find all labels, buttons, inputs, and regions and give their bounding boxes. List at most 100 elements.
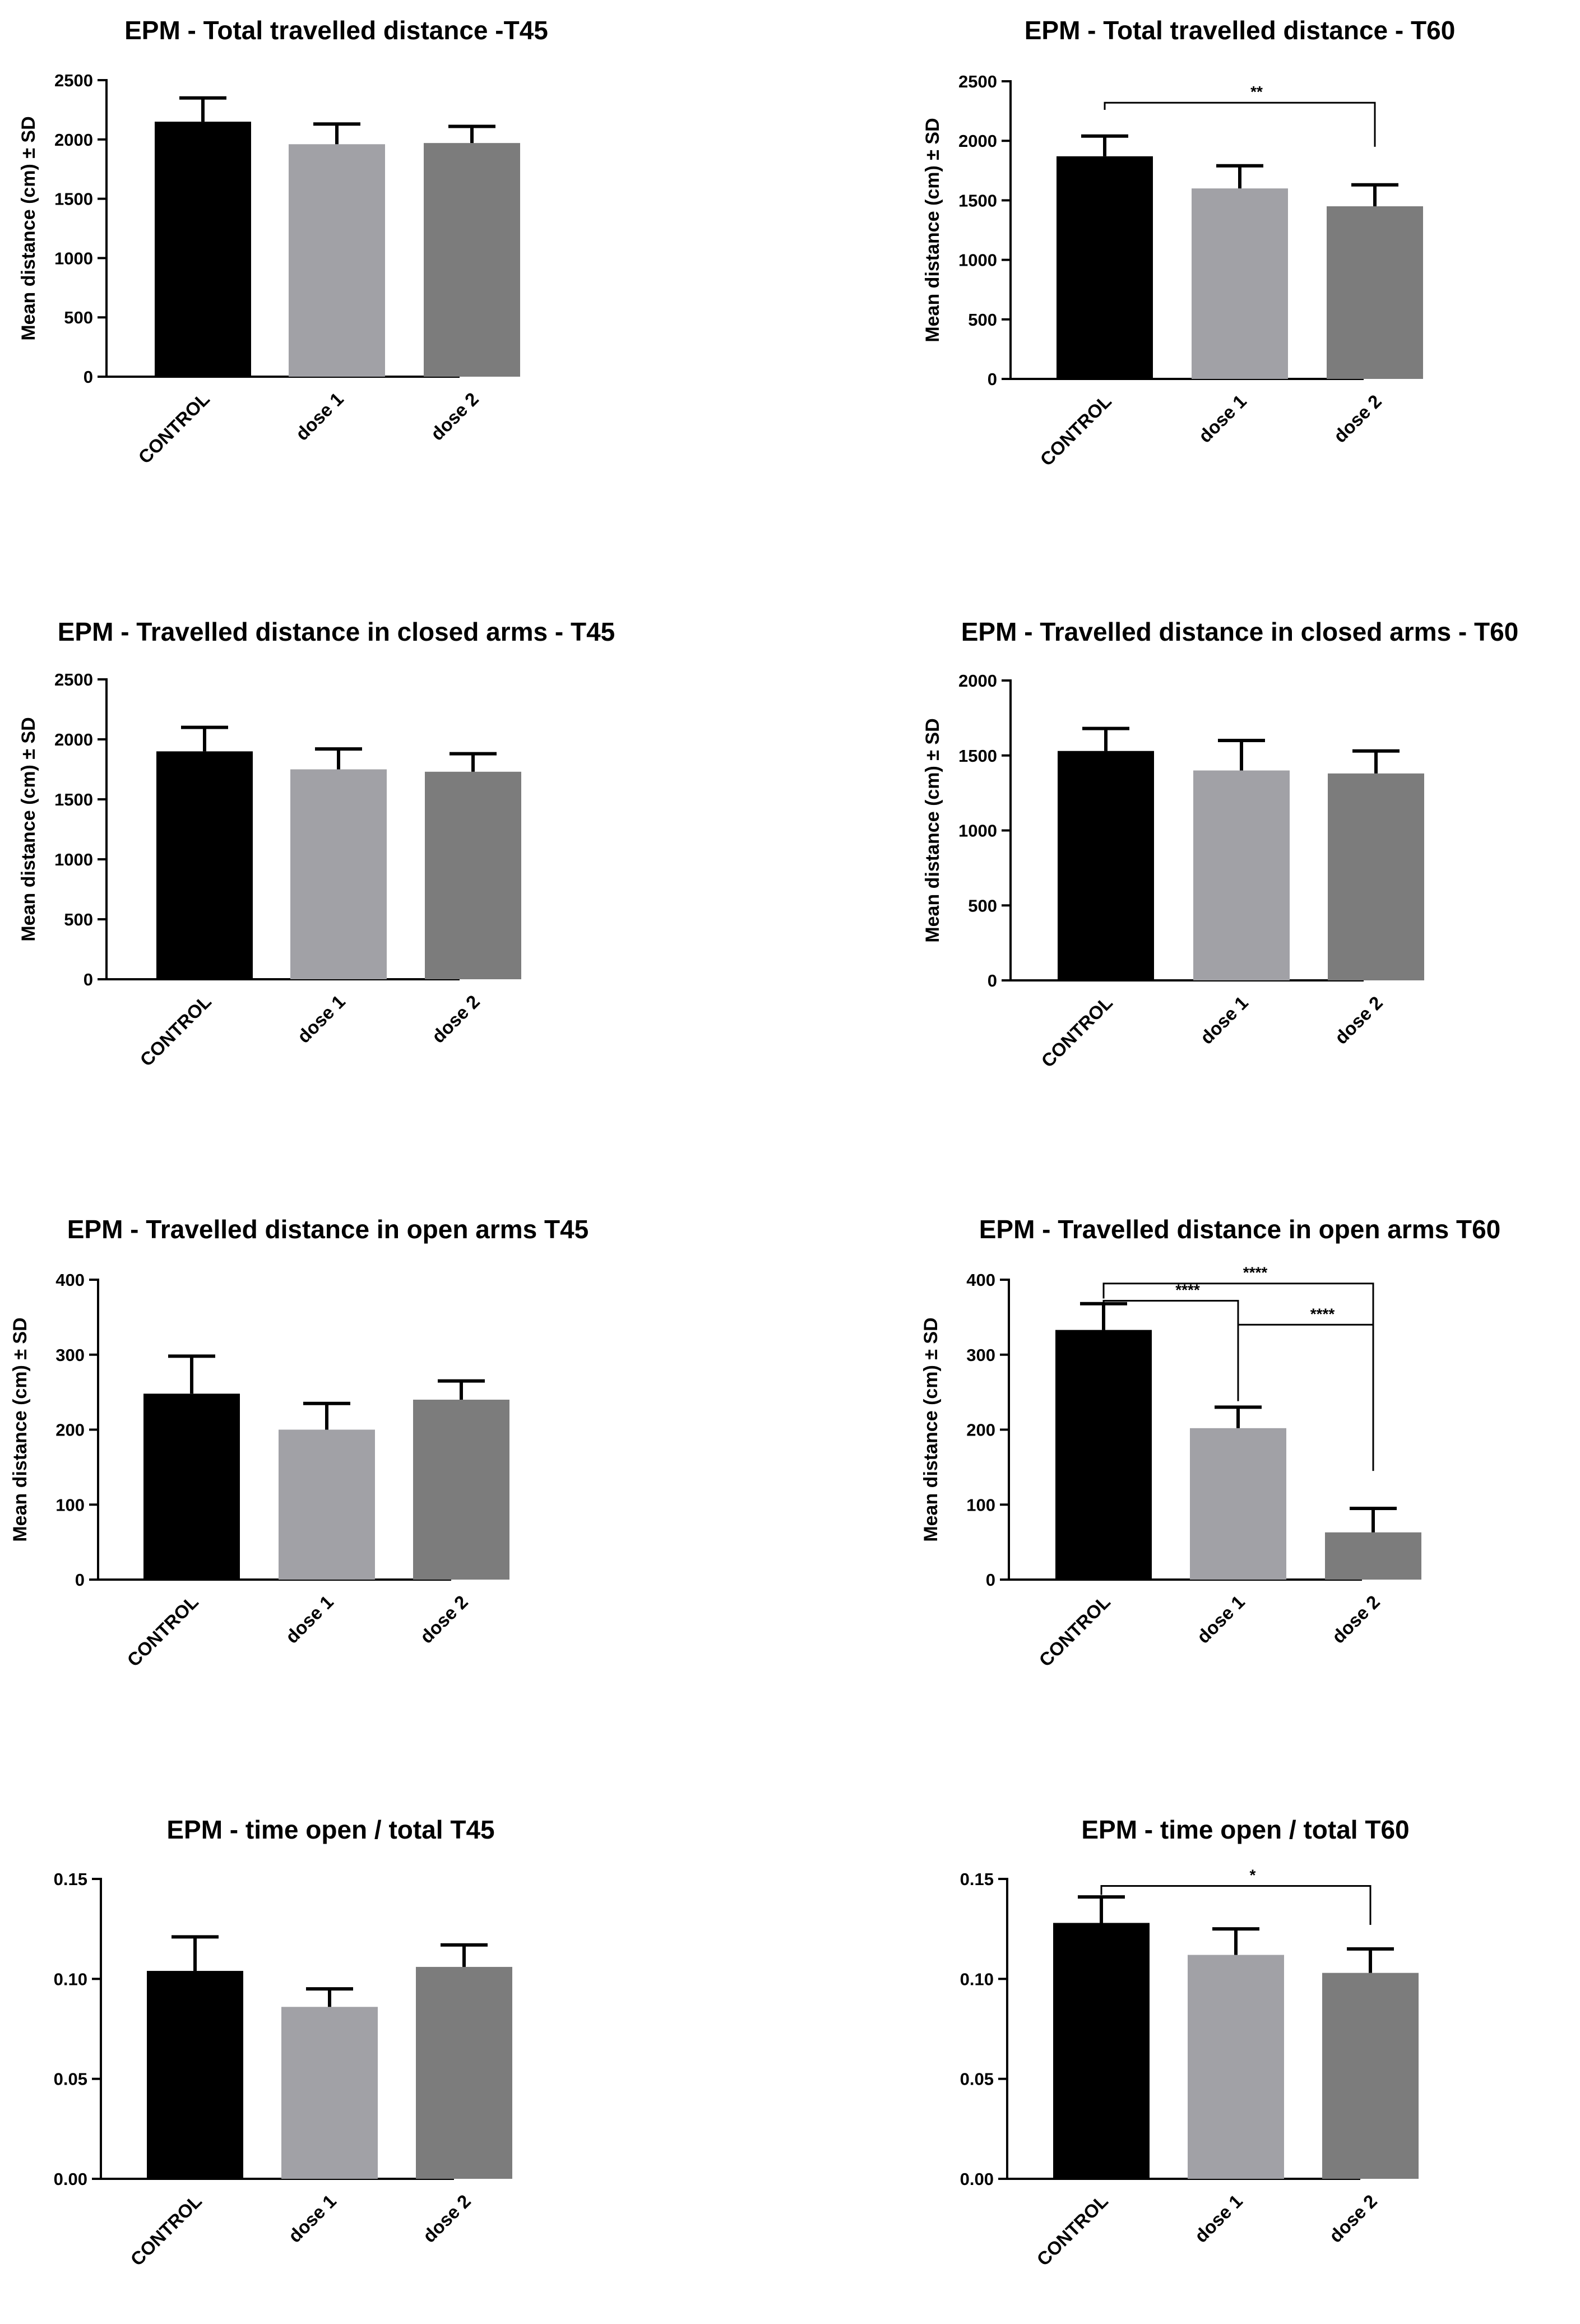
y-tick-label: 300 bbox=[966, 1345, 995, 1365]
error-bar-dose-1 bbox=[1216, 164, 1263, 189]
bracket-line bbox=[1100, 1885, 1372, 1925]
y-tick-label: 2000 bbox=[958, 131, 997, 151]
significance-label: **** bbox=[1243, 1264, 1268, 1281]
bar-dose-1 bbox=[1190, 1428, 1286, 1580]
x-tick-label-dose-2: dose 2 bbox=[1331, 992, 1387, 1048]
bar-dose-2 bbox=[416, 1966, 512, 2179]
x-tick-label-control: CONTROL bbox=[1037, 992, 1116, 1072]
chart-panel-4: EPM - Travelled distance in closed arms … bbox=[922, 617, 1518, 1071]
y-tick-label: 0.00 bbox=[960, 2169, 994, 2189]
y-tick-label: 500 bbox=[968, 310, 997, 330]
error-bar-dose-2 bbox=[450, 752, 497, 772]
bar-dose-1 bbox=[279, 1429, 375, 1580]
y-tick-label: 1000 bbox=[54, 248, 93, 268]
y-tick-label: 0.00 bbox=[54, 2169, 87, 2189]
significance-bracket: ** bbox=[1104, 83, 1376, 147]
bar-control bbox=[1057, 156, 1153, 379]
error-bar-dose-1 bbox=[1212, 1927, 1259, 1955]
error-bar-dose-2 bbox=[1351, 183, 1398, 207]
error-bar-dose-1 bbox=[1218, 739, 1265, 771]
x-tick-label-dose-2: dose 2 bbox=[1329, 391, 1386, 447]
chart-panel-3: EPM - Travelled distance in closed arms … bbox=[18, 617, 615, 1070]
bar-dose-2 bbox=[1328, 773, 1424, 980]
bracket-line bbox=[1237, 1323, 1374, 1396]
error-bar-dose-1 bbox=[313, 122, 360, 145]
bar-dose-2 bbox=[425, 771, 521, 979]
y-tick-label: 200 bbox=[966, 1420, 995, 1440]
y-tick-label: 0 bbox=[986, 1570, 995, 1590]
y-tick-label: 0.10 bbox=[54, 1969, 87, 1989]
y-axis-label: Mean distance (cm) ± SD bbox=[922, 718, 943, 942]
x-tick-label-dose-1: dose 1 bbox=[293, 991, 349, 1047]
bar-control bbox=[1058, 751, 1154, 980]
chart-panel-1: EPM - Total travelled distance -T45 Mean … bbox=[18, 16, 548, 467]
error-bar-control bbox=[168, 1354, 215, 1394]
chart-panel-8: EPM - time open / total T60 0.00 0.05 0.10 0… bbox=[960, 1815, 1419, 2270]
bar-dose-1 bbox=[1193, 770, 1290, 980]
significance-bracket: * bbox=[1100, 1866, 1372, 1925]
y-tick-label: 1000 bbox=[958, 251, 997, 270]
y-tick-label: 1500 bbox=[958, 191, 997, 210]
significance-bracket: **** bbox=[1237, 1305, 1374, 1396]
x-tick-label-dose-2: dose 2 bbox=[419, 2191, 475, 2247]
bar-control bbox=[156, 751, 253, 979]
bar-dose-1 bbox=[1192, 188, 1288, 379]
y-tick-label: 2500 bbox=[54, 71, 93, 90]
y-tick-label: 300 bbox=[55, 1345, 85, 1365]
bracket-line bbox=[1102, 1283, 1374, 1471]
y-tick-label: 2500 bbox=[958, 72, 997, 91]
x-tick-label-dose-1: dose 1 bbox=[281, 1591, 337, 1647]
y-tick-label: 400 bbox=[966, 1270, 995, 1290]
chart-panel-5: EPM - Travelled distance in open arms T4… bbox=[10, 1215, 589, 1670]
bar-dose-1 bbox=[1188, 1955, 1284, 2179]
x-tick-label-control: CONTROL bbox=[126, 2191, 206, 2270]
significance-label: **** bbox=[1175, 1281, 1200, 1298]
bar-dose-2 bbox=[1325, 1532, 1421, 1580]
error-bar-control bbox=[1082, 726, 1129, 751]
x-tick-label-dose-1: dose 1 bbox=[1194, 391, 1250, 447]
y-axis-label: Mean distance (cm) ± SD bbox=[18, 717, 39, 941]
chart-title: EPM - Travelled distance in open arms T4… bbox=[67, 1215, 589, 1244]
chart-title: EPM - time open / total T45 bbox=[166, 1815, 494, 1844]
chart-title: EPM - time open / total T60 bbox=[1081, 1815, 1409, 1844]
chart-panel-2: EPM - Total travelled distance - T60 Mean… bbox=[922, 16, 1455, 470]
error-bar-dose-1 bbox=[306, 1987, 353, 2007]
x-tick-label-dose-2: dose 2 bbox=[428, 991, 484, 1047]
chart-panel-6: EPM - Travelled distance in open arms T6… bbox=[920, 1215, 1500, 1670]
x-tick-label-control: CONTROL bbox=[136, 991, 215, 1071]
y-tick-label: 500 bbox=[968, 896, 997, 915]
y-tick-label: 1500 bbox=[54, 189, 93, 209]
x-tick-label-control: CONTROL bbox=[1032, 2191, 1112, 2270]
significance-bracket: **** bbox=[1102, 1264, 1374, 1471]
x-tick-label-dose-2: dose 2 bbox=[416, 1591, 472, 1647]
y-axis-label: Mean distance (cm) ± SD bbox=[10, 1317, 31, 1541]
x-tick-label-dose-1: dose 1 bbox=[1190, 2191, 1247, 2247]
error-bar-control bbox=[1081, 134, 1128, 156]
y-tick-label: 2000 bbox=[958, 671, 997, 691]
error-bar-dose-2 bbox=[1350, 1506, 1397, 1533]
y-tick-label: 2000 bbox=[54, 130, 93, 150]
bar-control bbox=[147, 1971, 243, 2179]
x-tick-label-control: CONTROL bbox=[134, 388, 214, 468]
y-tick-label: 0.10 bbox=[960, 1969, 994, 1989]
error-bar-dose-2 bbox=[1347, 1947, 1394, 1973]
x-tick-label-dose-1: dose 1 bbox=[1193, 1591, 1249, 1647]
x-tick-label-dose-2: dose 2 bbox=[1328, 1591, 1384, 1647]
y-tick-label: 0.05 bbox=[960, 2070, 994, 2089]
y-tick-label: 0 bbox=[84, 970, 93, 989]
bar-dose-2 bbox=[1327, 206, 1423, 379]
x-tick-label-dose-1: dose 1 bbox=[291, 388, 347, 445]
error-bar-control bbox=[181, 725, 228, 752]
chart-title: EPM - Travelled distance in closed arms … bbox=[961, 617, 1518, 646]
y-tick-label: 0.15 bbox=[960, 1869, 994, 1889]
bar-dose-2 bbox=[424, 143, 520, 377]
bar-control bbox=[155, 122, 251, 377]
x-tick-label-dose-1: dose 1 bbox=[1196, 992, 1252, 1048]
x-tick-label-dose-2: dose 2 bbox=[1325, 2191, 1381, 2247]
y-tick-label: 0 bbox=[84, 367, 93, 387]
error-bar-control bbox=[1078, 1895, 1125, 1923]
error-bar-dose-2 bbox=[1352, 749, 1400, 774]
significance-label: * bbox=[1250, 1866, 1256, 1883]
x-tick-label-control: CONTROL bbox=[1036, 391, 1115, 470]
